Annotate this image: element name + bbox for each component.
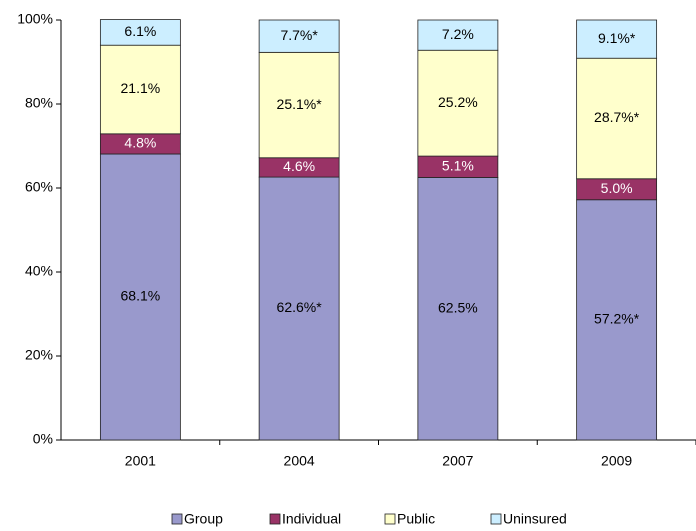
bar-segment: [576, 19, 658, 59]
bar-segment: [258, 19, 340, 53]
legend-swatch: [269, 513, 281, 525]
data-label: 68.1%: [121, 288, 161, 304]
bar-segment: [258, 176, 340, 441]
y-tick-label: 60%: [25, 179, 53, 195]
data-label: 4.6%: [283, 158, 315, 174]
data-label: 7.7%*: [280, 27, 318, 43]
legend-swatch: [384, 513, 396, 525]
x-tick-label: 2001: [125, 453, 156, 469]
legend-label: Public: [397, 511, 435, 527]
data-label: 7.2%: [442, 26, 474, 42]
data-label: 21.1%: [121, 80, 161, 96]
data-label: 25.1%*: [277, 96, 323, 112]
legend-label: Uninsured: [503, 511, 567, 527]
data-label: 5.1%: [442, 157, 474, 173]
legend-label: Group: [184, 511, 223, 527]
x-tick-label: 2007: [442, 453, 473, 469]
bar-segment: [99, 44, 181, 135]
x-tick-label: 2009: [601, 453, 632, 469]
data-label: 5.0%: [601, 180, 633, 196]
bar-segment: [417, 49, 499, 157]
data-label: 4.8%: [124, 135, 156, 151]
y-tick-label: 100%: [17, 11, 53, 27]
legend-swatch: [171, 513, 183, 525]
bar-segment: [417, 19, 499, 51]
data-label: 25.2%: [438, 94, 478, 110]
data-label: 62.5%: [438, 299, 478, 315]
y-tick-label: 20%: [25, 347, 53, 363]
x-tick-label: 2004: [284, 453, 315, 469]
data-label: 9.1%*: [598, 30, 636, 46]
y-tick-label: 80%: [25, 95, 53, 111]
data-label: 62.6%*: [277, 299, 323, 315]
bar-segment: [99, 19, 181, 46]
y-tick-label: 0%: [33, 431, 53, 447]
legend-label: Individual: [282, 511, 341, 527]
data-label: 57.2%*: [594, 311, 640, 327]
data-label: 6.1%: [124, 23, 156, 39]
bar-segment: [99, 153, 181, 441]
data-label: 28.7%*: [594, 109, 640, 125]
y-tick-label: 40%: [25, 263, 53, 279]
legend-swatch: [490, 513, 502, 525]
bar-segment: [576, 199, 658, 441]
bar-segment: [258, 51, 340, 159]
